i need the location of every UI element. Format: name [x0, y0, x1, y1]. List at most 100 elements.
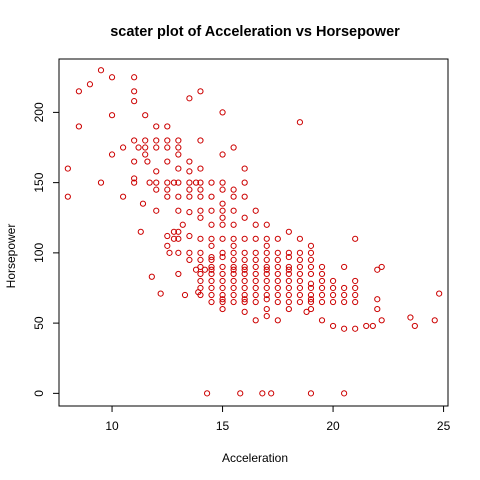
data-point — [175, 165, 182, 172]
data-point — [252, 277, 259, 285]
data-point — [241, 256, 248, 263]
data-point — [197, 214, 204, 221]
y-axis: 0 50 100 150 200 — [32, 102, 60, 397]
data-point — [208, 235, 215, 242]
data-point — [208, 266, 215, 273]
data-point — [131, 98, 138, 105]
y-tick-label: 200 — [32, 102, 46, 122]
x-tick-label: 25 — [437, 419, 451, 433]
data-point — [318, 270, 326, 278]
data-point — [407, 314, 414, 321]
data-point — [341, 291, 348, 299]
data-point — [285, 305, 292, 313]
data-point — [197, 235, 204, 242]
data-point — [153, 168, 160, 175]
data-point — [197, 291, 204, 299]
data-point — [197, 270, 204, 278]
data-point — [219, 263, 226, 271]
data-point — [97, 179, 105, 186]
data-point — [285, 266, 292, 273]
data-point — [352, 298, 359, 306]
data-point — [230, 298, 237, 306]
data-point — [219, 296, 226, 303]
data-point — [230, 270, 237, 278]
data-point — [219, 179, 226, 186]
y-tick-label: 100 — [32, 243, 46, 263]
x-tick-label: 20 — [326, 419, 340, 433]
data-point — [307, 296, 315, 303]
data-point — [208, 263, 215, 271]
data-point — [274, 249, 281, 256]
data-point — [197, 263, 204, 271]
data-point — [296, 277, 304, 285]
data-point — [153, 179, 160, 186]
data-point — [263, 249, 270, 256]
data-point — [252, 298, 259, 306]
data-point — [296, 298, 304, 306]
data-point — [230, 221, 237, 228]
data-point — [274, 277, 281, 285]
data-point — [219, 109, 226, 116]
data-point — [341, 284, 348, 292]
data-point — [352, 325, 359, 332]
data-point — [192, 179, 200, 186]
data-point — [263, 263, 270, 271]
data-point — [241, 298, 248, 306]
data-point — [241, 179, 248, 186]
data-point — [252, 291, 259, 299]
data-point — [208, 253, 215, 261]
data-point — [241, 308, 248, 315]
data-point — [263, 221, 270, 228]
data-point — [318, 284, 326, 292]
data-point — [285, 228, 292, 235]
data-point — [197, 186, 204, 193]
data-point — [307, 305, 315, 313]
data-point — [285, 284, 292, 292]
data-point — [208, 270, 215, 278]
data-point — [378, 263, 385, 271]
data-point — [263, 266, 270, 273]
data-point — [307, 291, 315, 299]
data-point — [181, 291, 189, 299]
data-point — [186, 179, 193, 186]
data-point — [219, 151, 226, 158]
data-point — [164, 179, 171, 186]
data-point — [197, 249, 204, 256]
data-point — [219, 284, 226, 292]
data-point — [296, 263, 304, 271]
data-point — [175, 270, 182, 278]
data-point — [230, 144, 237, 151]
chart-title: scater plot of Acceleration vs Horsepowe… — [110, 24, 400, 40]
data-point — [230, 193, 237, 200]
data-point — [164, 186, 171, 193]
data-point — [352, 284, 359, 292]
data-point — [153, 144, 160, 151]
data-point — [108, 74, 116, 81]
data-point — [318, 298, 326, 306]
data-point — [252, 263, 259, 271]
data-point — [164, 232, 171, 240]
data-point — [201, 266, 208, 273]
data-point — [230, 284, 237, 292]
data-point — [352, 235, 359, 242]
data-point — [208, 179, 215, 186]
data-point — [131, 179, 138, 186]
data-point — [307, 298, 315, 306]
data-point — [219, 207, 226, 214]
y-tick-label: 0 — [32, 390, 46, 397]
data-point — [219, 186, 226, 193]
data-point — [252, 317, 259, 324]
data-point — [197, 277, 204, 285]
data-point — [241, 249, 248, 256]
data-point — [329, 298, 337, 306]
data-point — [203, 390, 211, 397]
data-point — [197, 165, 204, 172]
data-point — [142, 151, 149, 158]
data-point — [241, 296, 248, 303]
data-point — [164, 242, 171, 249]
data-point — [148, 273, 155, 280]
data-point — [175, 235, 182, 242]
data-point — [352, 277, 359, 285]
data-point — [436, 290, 443, 297]
